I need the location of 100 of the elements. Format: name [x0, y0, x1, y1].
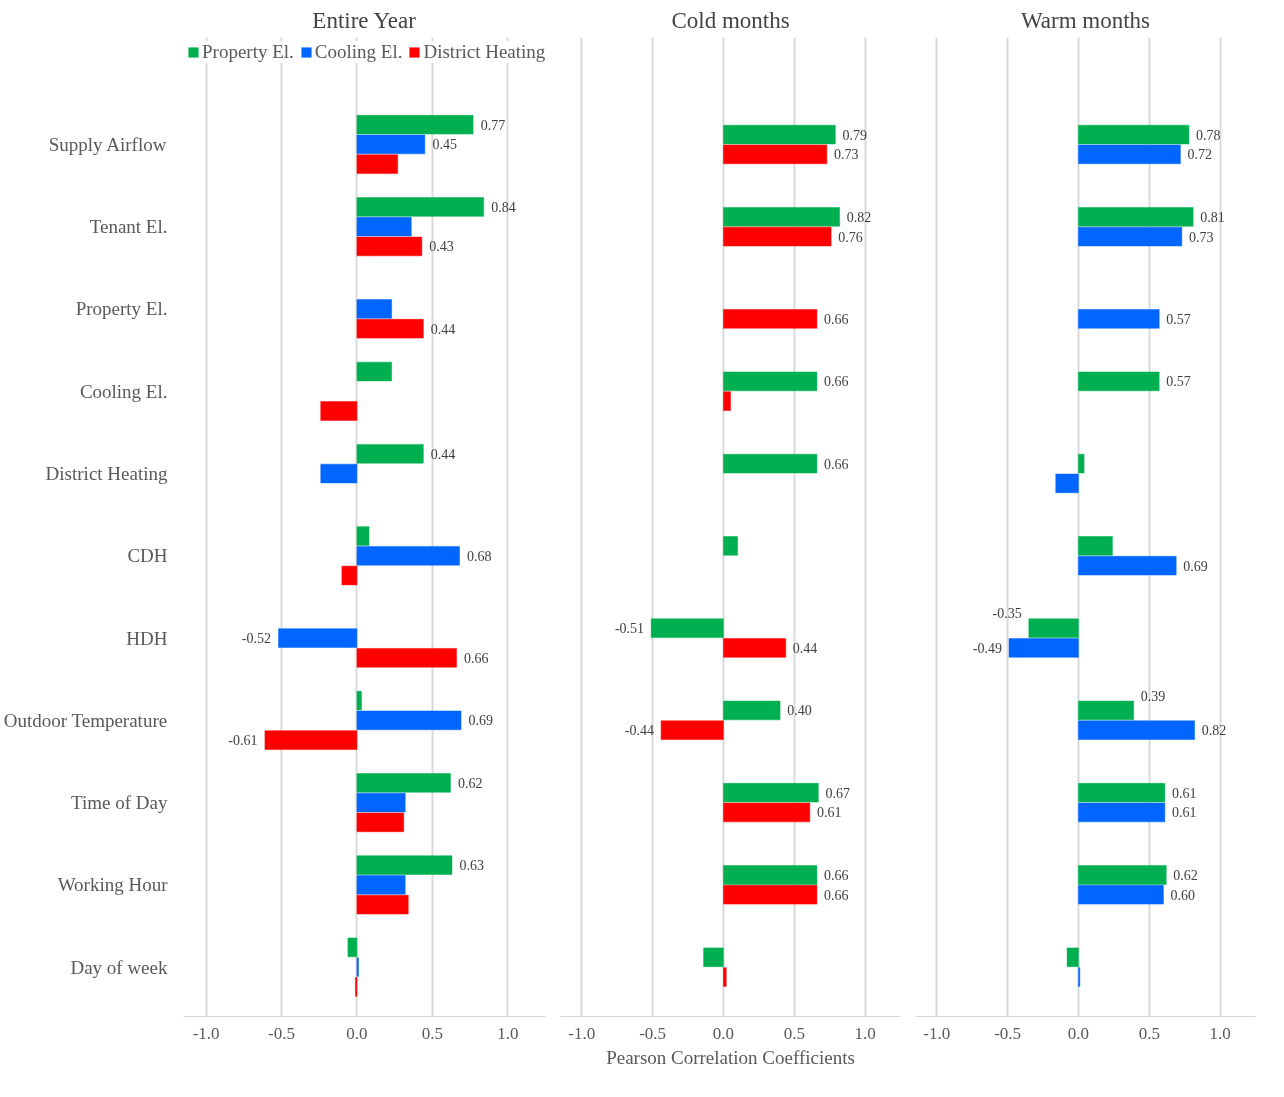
y-tick-label: District Heating — [45, 463, 168, 485]
bar — [356, 217, 412, 237]
bar — [723, 207, 840, 227]
x-tick-label: -1.0 — [923, 1023, 951, 1043]
bar — [356, 648, 457, 668]
bar — [356, 361, 392, 382]
data-label: 0.82 — [846, 209, 872, 225]
bar — [1078, 556, 1177, 576]
bar — [1078, 885, 1164, 905]
data-label: 0.57 — [1166, 374, 1191, 390]
data-label: 0.77 — [480, 117, 506, 133]
data-label: 0.45 — [432, 137, 457, 153]
bar — [1028, 618, 1079, 638]
x-tick-label: -0.5 — [268, 1023, 296, 1043]
data-label: 0.66 — [464, 650, 489, 666]
bar — [723, 371, 818, 392]
x-tick-label: 0.0 — [346, 1023, 368, 1043]
x-tick-label: 1.0 — [854, 1023, 876, 1043]
bar — [1078, 309, 1160, 329]
bar — [1078, 454, 1085, 474]
data-label: 0.67 — [825, 785, 850, 801]
chart-title: Warm months — [1020, 7, 1151, 33]
data-label: 0.61 — [1171, 805, 1197, 821]
bar — [356, 154, 398, 174]
x-tick-label: 1.0 — [1209, 1023, 1231, 1043]
data-label: 0.61 — [816, 805, 842, 821]
bar — [1055, 473, 1079, 494]
bar — [723, 783, 819, 803]
x-tick-label: -1.0 — [192, 1023, 220, 1043]
data-label: 0.43 — [429, 239, 454, 255]
bar — [356, 115, 474, 135]
x-axis-title: Pearson Correlation Coefficients — [606, 1046, 855, 1068]
x-tick-label: -1.0 — [568, 1023, 596, 1043]
data-label: 0.39 — [1140, 688, 1166, 704]
bar — [320, 401, 358, 421]
data-label: 0.76 — [838, 229, 863, 245]
data-label: 0.73 — [1188, 229, 1214, 245]
data-label: 0.66 — [824, 311, 849, 327]
bar — [356, 526, 370, 546]
data-label: 0.63 — [459, 858, 485, 874]
bar — [356, 319, 424, 339]
bar — [341, 565, 358, 586]
bar — [356, 792, 406, 813]
bar — [723, 802, 811, 823]
bar — [723, 967, 727, 987]
data-label: -0.35 — [992, 606, 1022, 622]
bar — [1078, 700, 1134, 721]
bar — [1078, 536, 1113, 556]
legend-label: Property El. — [202, 41, 294, 63]
data-label: 0.79 — [842, 127, 867, 143]
data-label: 0.40 — [787, 703, 812, 719]
bar — [356, 894, 409, 915]
bar — [356, 546, 460, 566]
y-tick-label: Cooling El. — [79, 380, 168, 402]
chart-title: Cold months — [671, 7, 790, 33]
bar — [1078, 720, 1195, 740]
data-label: 0.44 — [430, 321, 456, 337]
bar — [723, 536, 738, 556]
bar — [1078, 226, 1183, 247]
y-tick-label: Tenant El. — [89, 216, 168, 238]
bar — [1078, 144, 1181, 164]
x-tick-label: 1.0 — [497, 1023, 519, 1043]
data-label: 0.62 — [1173, 868, 1198, 883]
data-label: 0.68 — [467, 548, 492, 564]
bar — [356, 710, 462, 730]
bar — [356, 197, 484, 217]
data-label: 0.81 — [1200, 209, 1225, 225]
bar — [356, 444, 424, 464]
data-label: -0.61 — [228, 733, 258, 749]
data-label: 0.72 — [1187, 147, 1212, 163]
bar — [264, 730, 358, 750]
bar — [723, 638, 786, 658]
bar — [356, 299, 392, 319]
y-tick-label: Outdoor Temperature — [3, 709, 168, 731]
bar — [723, 865, 818, 885]
data-label: -0.52 — [241, 631, 271, 647]
bar — [723, 700, 781, 721]
data-label: -0.44 — [624, 723, 655, 739]
data-label: -0.51 — [614, 621, 645, 637]
bar — [356, 875, 406, 895]
data-label: 0.69 — [1183, 558, 1208, 574]
bar — [723, 391, 731, 411]
bar — [356, 236, 423, 257]
data-label: 0.66 — [824, 456, 849, 472]
bar — [1078, 124, 1190, 145]
data-label: 0.44 — [792, 640, 818, 656]
bar — [660, 720, 724, 740]
bar — [723, 124, 836, 145]
data-label: 0.78 — [1196, 127, 1221, 143]
bar — [278, 628, 358, 648]
data-label: 0.69 — [468, 713, 494, 729]
x-tick-label: 0.0 — [712, 1023, 735, 1043]
bar — [723, 885, 818, 905]
bar — [356, 690, 362, 711]
y-tick-label: Working Hour — [57, 874, 169, 896]
data-label: 0.82 — [1201, 723, 1227, 739]
data-label: 0.57 — [1166, 311, 1191, 327]
bar — [1008, 638, 1079, 658]
y-tick-label: Supply Airflow — [48, 133, 167, 155]
data-label: 0.84 — [491, 199, 516, 215]
